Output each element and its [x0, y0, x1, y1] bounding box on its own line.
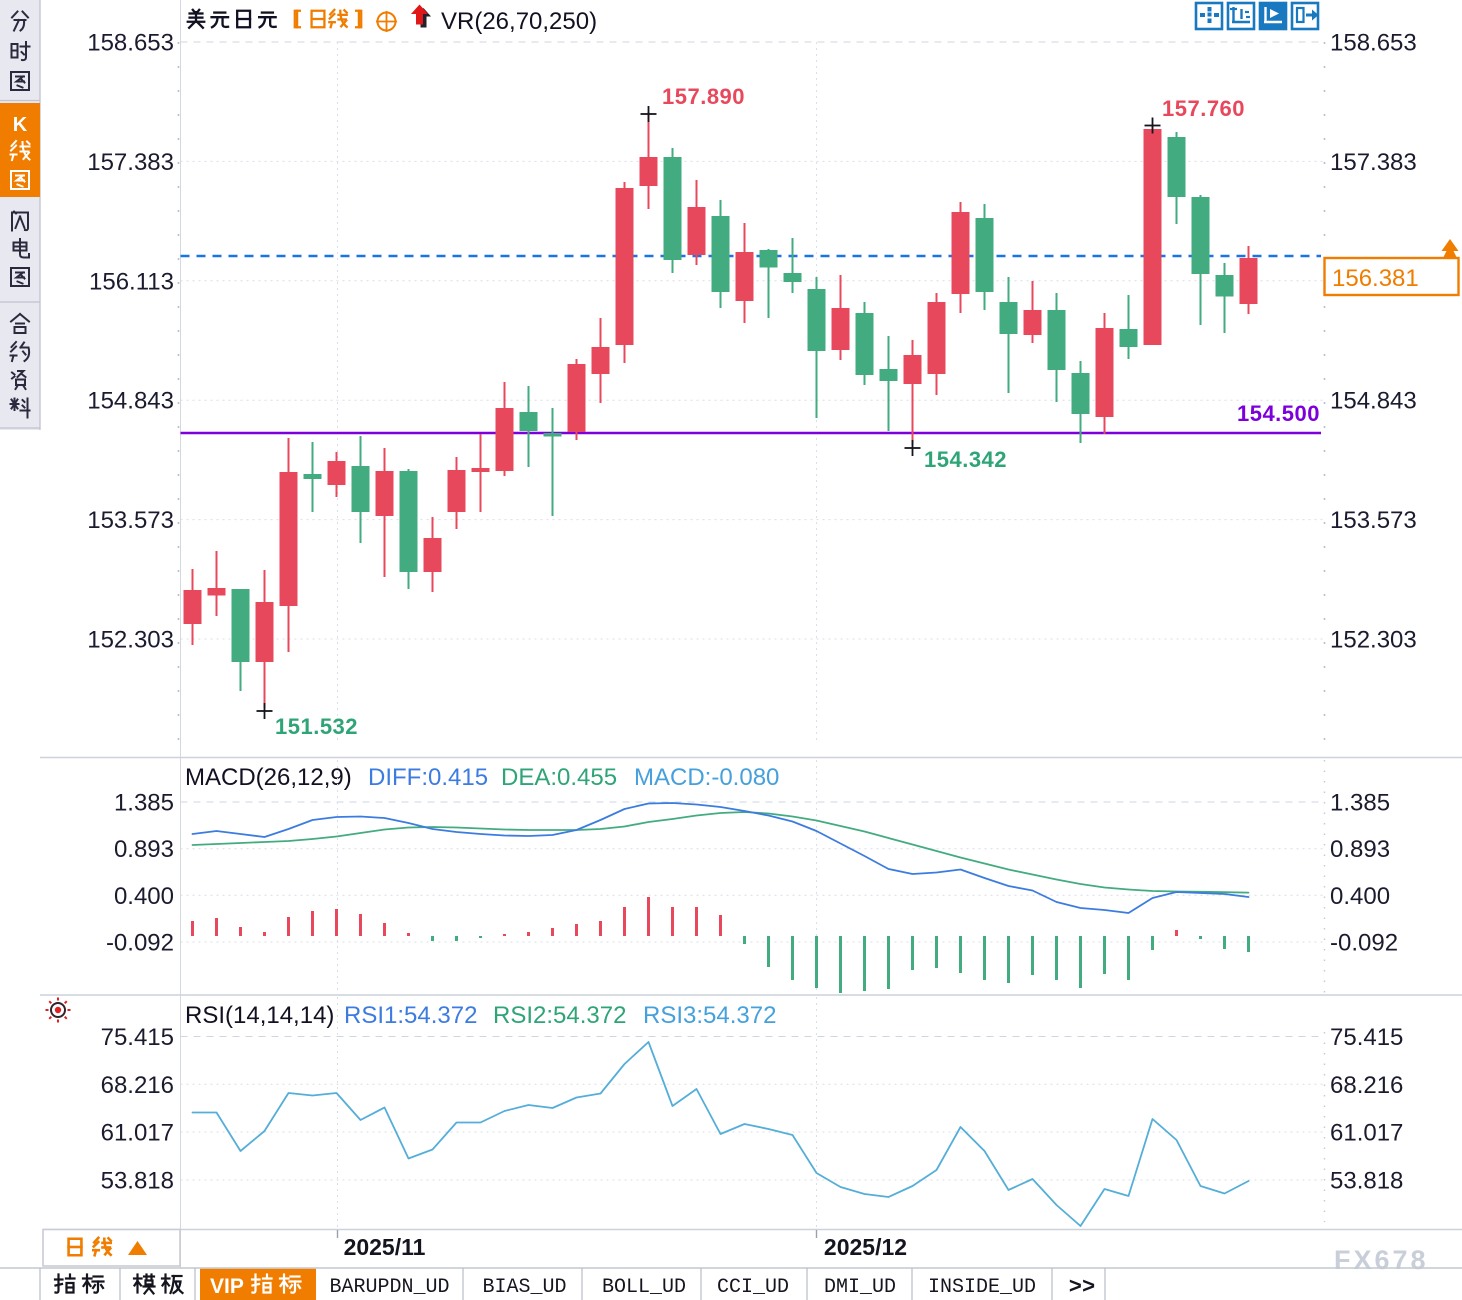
svg-text:53.818: 53.818 [101, 1168, 174, 1195]
svg-text:75.415: 75.415 [101, 1024, 174, 1051]
svg-text:154.500: 154.500 [1237, 401, 1320, 426]
svg-text:BARUPDN_UD: BARUPDN_UD [329, 1276, 449, 1299]
svg-text:0.893: 0.893 [114, 836, 174, 863]
svg-text:154.843: 154.843 [87, 388, 174, 415]
svg-text:MACD:-0.080: MACD:-0.080 [634, 764, 779, 791]
svg-text:53.818: 53.818 [1330, 1168, 1403, 1195]
svg-text:K: K [13, 114, 28, 136]
svg-text:CCI_UD: CCI_UD [717, 1276, 789, 1299]
svg-text:RSI3:54.372: RSI3:54.372 [643, 1002, 776, 1029]
svg-text:158.653: 158.653 [87, 30, 174, 57]
svg-text:0.893: 0.893 [1330, 836, 1390, 863]
svg-text:RSI2:54.372: RSI2:54.372 [493, 1002, 626, 1029]
svg-text:BIAS_UD: BIAS_UD [482, 1276, 566, 1299]
svg-text:RSI(14,14,14): RSI(14,14,14) [185, 1002, 334, 1029]
svg-text:153.573: 153.573 [1330, 507, 1417, 534]
svg-text:0.400: 0.400 [1330, 883, 1390, 910]
svg-text:1.385: 1.385 [114, 790, 174, 817]
svg-text:RSI1:54.372: RSI1:54.372 [344, 1002, 477, 1029]
svg-text:157.760: 157.760 [1162, 96, 1245, 121]
svg-text:157.383: 157.383 [1330, 149, 1417, 176]
svg-text:68.216: 68.216 [101, 1072, 174, 1099]
svg-text:152.303: 152.303 [87, 627, 174, 654]
svg-text:VR(26,70,250): VR(26,70,250) [441, 8, 597, 35]
svg-text:151.532: 151.532 [275, 714, 358, 739]
svg-text:61.017: 61.017 [1330, 1120, 1403, 1147]
svg-text:154.843: 154.843 [1330, 388, 1417, 415]
svg-text:2025/12: 2025/12 [824, 1234, 907, 1260]
svg-text:>>: >> [1069, 1275, 1095, 1300]
svg-text:BOLL_UD: BOLL_UD [602, 1276, 686, 1299]
svg-text:0.400: 0.400 [114, 883, 174, 910]
svg-text:1.385: 1.385 [1330, 790, 1390, 817]
svg-text:VIP: VIP [210, 1275, 244, 1298]
svg-text:DIFF:0.415: DIFF:0.415 [368, 764, 488, 791]
svg-text:153.573: 153.573 [87, 507, 174, 534]
svg-text:158.653: 158.653 [1330, 30, 1417, 57]
svg-text:75.415: 75.415 [1330, 1024, 1403, 1051]
svg-text:154.342: 154.342 [924, 447, 1007, 472]
svg-text:INSIDE_UD: INSIDE_UD [928, 1276, 1036, 1299]
svg-text:152.303: 152.303 [1330, 627, 1417, 654]
svg-text:157.383: 157.383 [87, 149, 174, 176]
svg-text:68.216: 68.216 [1330, 1072, 1403, 1099]
svg-text:FX678: FX678 [1334, 1245, 1429, 1275]
svg-text:156.113: 156.113 [89, 268, 174, 295]
svg-text:157.890: 157.890 [662, 84, 745, 109]
svg-text:-0.092: -0.092 [1330, 930, 1398, 957]
svg-text:156.381: 156.381 [1332, 265, 1419, 292]
svg-text:DMI_UD: DMI_UD [824, 1276, 896, 1299]
svg-text:MACD(26,12,9): MACD(26,12,9) [185, 764, 352, 791]
svg-text:2025/11: 2025/11 [344, 1234, 426, 1260]
svg-text:DEA:0.455: DEA:0.455 [501, 764, 617, 791]
svg-text:61.017: 61.017 [101, 1120, 174, 1147]
svg-text:-0.092: -0.092 [106, 930, 174, 957]
